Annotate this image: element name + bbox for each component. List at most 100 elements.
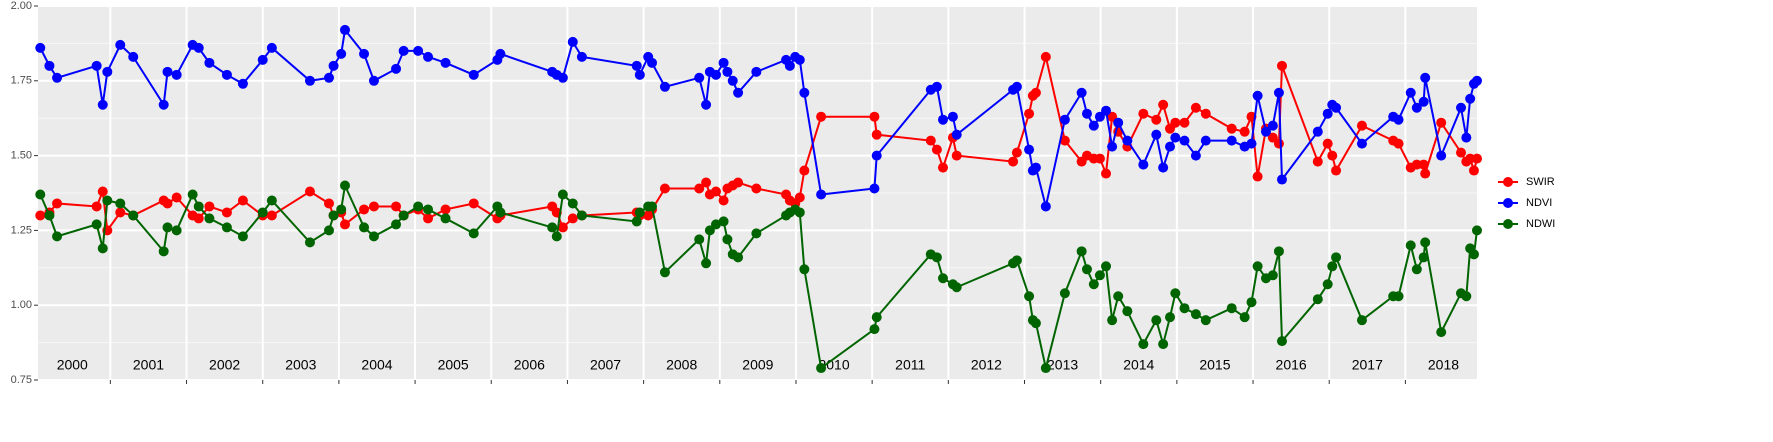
point — [1436, 117, 1447, 128]
point — [91, 219, 102, 230]
point — [1200, 135, 1211, 146]
point — [722, 234, 733, 245]
point — [1030, 162, 1041, 173]
point — [468, 198, 479, 209]
point — [391, 219, 402, 230]
point — [718, 216, 729, 227]
point — [1418, 159, 1429, 170]
point — [1030, 318, 1041, 329]
point — [1101, 261, 1112, 272]
point — [495, 48, 506, 59]
point — [97, 99, 108, 110]
point — [718, 57, 729, 68]
year-label: 2000 — [57, 357, 88, 373]
year-label: 2013 — [1047, 357, 1078, 373]
year-label: 2008 — [666, 357, 697, 373]
point — [91, 60, 102, 71]
point — [187, 189, 198, 200]
point — [551, 231, 562, 242]
point — [869, 183, 880, 194]
point — [368, 231, 379, 242]
point — [1170, 288, 1181, 299]
year-label: 2001 — [133, 357, 164, 373]
point — [634, 69, 645, 80]
point — [1322, 138, 1333, 149]
point — [701, 99, 712, 110]
point — [576, 51, 587, 62]
point — [799, 264, 810, 275]
year-label: 2007 — [590, 357, 621, 373]
point — [557, 72, 568, 83]
point — [794, 207, 805, 218]
point — [947, 111, 958, 122]
point — [391, 201, 402, 212]
point — [1076, 87, 1087, 98]
point — [1418, 96, 1429, 107]
point — [1200, 108, 1211, 119]
point — [1418, 252, 1429, 263]
point — [237, 231, 248, 242]
point — [359, 222, 370, 233]
point — [1267, 270, 1278, 281]
point — [97, 186, 108, 197]
point — [951, 282, 962, 293]
point — [1327, 150, 1338, 161]
point — [336, 48, 347, 59]
y-tick-label: 1.50 — [11, 150, 32, 162]
point — [115, 207, 126, 218]
point — [423, 213, 434, 224]
point — [1273, 246, 1284, 257]
point — [694, 183, 705, 194]
point — [1472, 75, 1482, 86]
point — [328, 210, 339, 221]
point — [1190, 102, 1201, 113]
point — [1331, 252, 1342, 263]
point — [1158, 339, 1169, 350]
point — [1151, 114, 1162, 125]
point — [1170, 132, 1181, 143]
point — [171, 69, 182, 80]
point — [102, 195, 113, 206]
point — [1113, 291, 1124, 302]
point — [193, 42, 204, 53]
point — [659, 81, 670, 92]
point — [931, 252, 942, 263]
point — [1024, 291, 1035, 302]
point — [576, 210, 587, 221]
point — [1190, 309, 1201, 320]
point — [1472, 225, 1482, 236]
year-label: 2012 — [971, 357, 1002, 373]
point — [423, 204, 434, 215]
year-label: 2002 — [209, 357, 240, 373]
point — [951, 150, 962, 161]
point — [1411, 159, 1422, 170]
point — [1276, 336, 1287, 347]
point — [1252, 261, 1263, 272]
point — [1008, 156, 1019, 167]
point — [816, 111, 827, 122]
point — [193, 213, 204, 224]
point — [567, 198, 578, 209]
point — [1246, 138, 1257, 149]
point — [1122, 306, 1133, 317]
point — [631, 60, 642, 71]
point — [339, 24, 350, 35]
point — [35, 42, 46, 53]
y-tick-label: 1.00 — [11, 299, 32, 311]
point — [1122, 135, 1133, 146]
point — [328, 60, 339, 71]
point — [1081, 108, 1092, 119]
point — [1094, 111, 1105, 122]
point — [1393, 114, 1404, 125]
point — [1094, 153, 1105, 164]
point — [1138, 159, 1149, 170]
point — [1226, 303, 1237, 314]
point — [659, 267, 670, 278]
point — [1179, 117, 1190, 128]
point — [733, 252, 744, 263]
point — [204, 201, 215, 212]
point — [398, 45, 409, 56]
point — [1011, 81, 1022, 92]
point — [1138, 108, 1149, 119]
point — [1273, 138, 1284, 149]
